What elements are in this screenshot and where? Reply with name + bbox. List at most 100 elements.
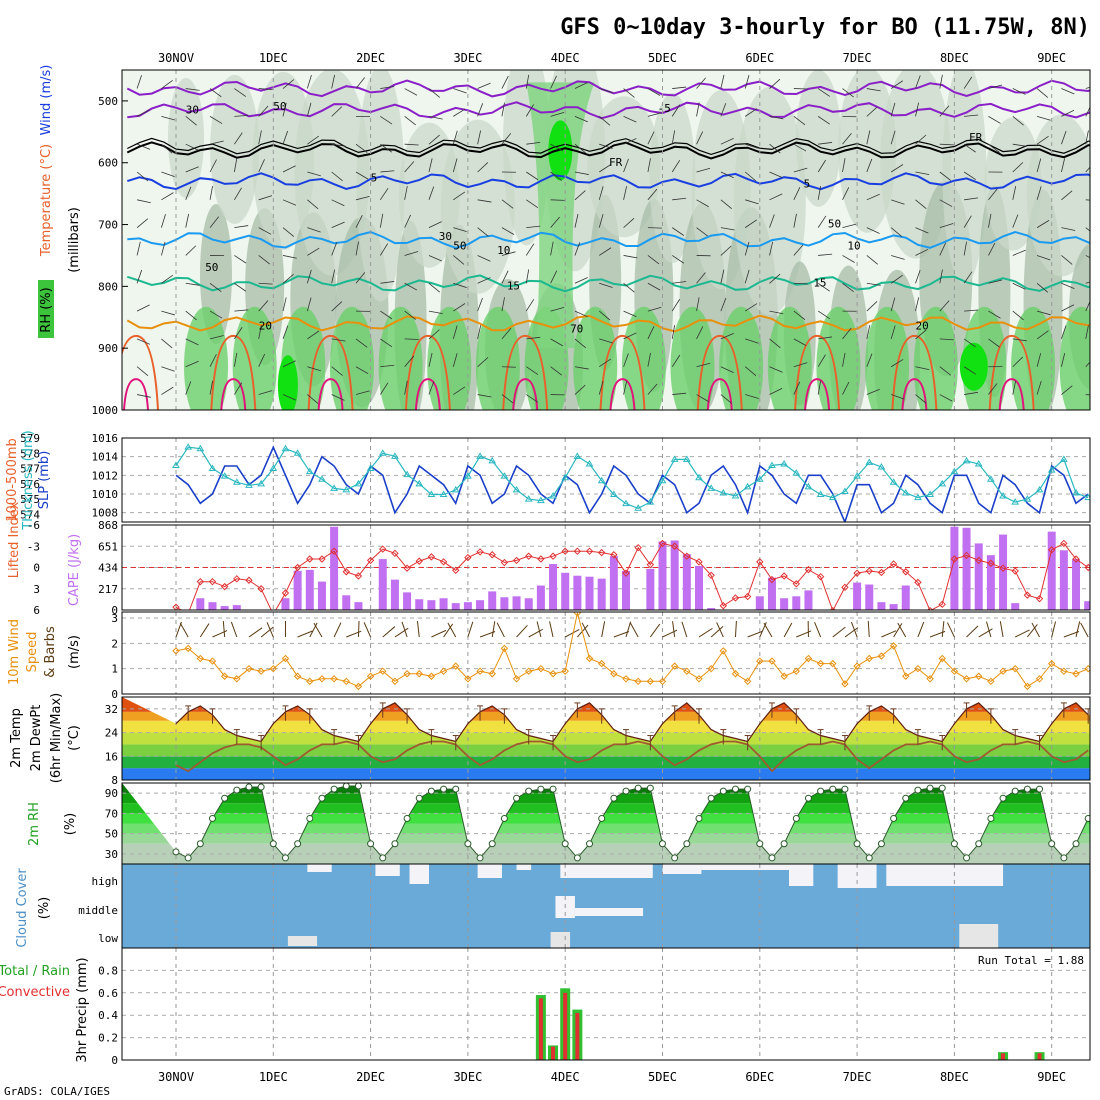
wind-barb bbox=[599, 338, 613, 344]
li-point bbox=[354, 572, 363, 580]
thickness-point bbox=[573, 452, 582, 459]
cloud-panel bbox=[122, 864, 1090, 948]
wind-barb bbox=[477, 130, 482, 145]
upper-air-panel bbox=[122, 70, 1090, 410]
li-point bbox=[756, 558, 764, 566]
li-point bbox=[366, 556, 375, 565]
wind-barb bbox=[647, 188, 658, 201]
wind-barb bbox=[477, 394, 492, 398]
li-point bbox=[476, 548, 484, 556]
date-top-1DEC: 1DEC bbox=[259, 51, 288, 65]
wind-barb bbox=[598, 116, 611, 126]
wind-barb bbox=[209, 216, 220, 228]
boundary-layer-isotherm-warm bbox=[609, 378, 636, 410]
li-point bbox=[914, 578, 922, 587]
wind-barb bbox=[769, 115, 784, 120]
temp-band bbox=[122, 756, 1090, 769]
cape-bar bbox=[670, 540, 679, 610]
wind-speed-point bbox=[889, 642, 898, 650]
wind-tick-1: 1 bbox=[111, 663, 118, 676]
cape-tick-651: 651 bbox=[98, 540, 118, 553]
contour-label: 5 bbox=[804, 177, 811, 190]
wind-barb bbox=[1085, 255, 1090, 259]
wind-barb bbox=[1061, 109, 1075, 117]
rh-point bbox=[1048, 840, 1056, 848]
rh-point bbox=[476, 854, 484, 862]
wind-barb bbox=[209, 159, 217, 173]
li-point bbox=[768, 575, 776, 584]
wind-barb-10m bbox=[747, 630, 763, 638]
date-top-30NOV: 30NOV bbox=[158, 51, 194, 65]
wind-barb bbox=[404, 380, 408, 395]
wind-speed-point bbox=[379, 667, 387, 675]
wind-barb bbox=[379, 243, 389, 256]
rh-point bbox=[622, 787, 630, 795]
thickness-point bbox=[366, 464, 375, 472]
cape-bar bbox=[755, 596, 764, 610]
li-point bbox=[245, 576, 253, 584]
wind-barb bbox=[963, 338, 976, 348]
wind-barb bbox=[647, 352, 651, 367]
wind-barb bbox=[306, 297, 312, 312]
wind-barb bbox=[501, 227, 515, 235]
wind-barb bbox=[307, 199, 319, 210]
wind-barb bbox=[453, 227, 467, 233]
rh-shading bbox=[733, 87, 806, 316]
rh-point bbox=[440, 785, 448, 793]
li-point bbox=[1011, 567, 1019, 575]
thickness-point bbox=[926, 490, 934, 498]
isotherm--5b bbox=[127, 101, 1090, 120]
li-point bbox=[391, 549, 399, 558]
precip-convective-bar bbox=[563, 992, 568, 1060]
wind-barb bbox=[647, 282, 661, 291]
thickness-point bbox=[524, 495, 533, 502]
li-point bbox=[208, 577, 217, 586]
rh-moist-shading bbox=[1059, 306, 1090, 410]
wind-barb-10m bbox=[199, 623, 210, 638]
li-point bbox=[658, 539, 667, 548]
wind-barb-10m bbox=[867, 620, 870, 638]
thickness-point bbox=[597, 476, 606, 484]
wind-barb-10m bbox=[986, 621, 992, 638]
wind-barb bbox=[233, 352, 238, 367]
wind-barb bbox=[890, 130, 896, 145]
rh-moist-shading bbox=[913, 306, 958, 410]
rh-moist-shading bbox=[232, 306, 277, 410]
wind-barb bbox=[671, 299, 681, 312]
wind-barb bbox=[258, 159, 265, 173]
li-point bbox=[634, 543, 642, 552]
wind-barb bbox=[185, 381, 192, 395]
thickness-point bbox=[196, 444, 205, 452]
wind-barb bbox=[404, 116, 416, 126]
wind-barb bbox=[963, 366, 977, 375]
wind-barb bbox=[696, 297, 700, 312]
cape-bar bbox=[999, 534, 1008, 610]
cape-bar bbox=[622, 570, 631, 610]
isotherm-fr-double bbox=[127, 137, 1090, 156]
cape-bar bbox=[451, 603, 460, 610]
isotherm-10 bbox=[127, 230, 1090, 249]
wind-barb bbox=[526, 336, 541, 340]
wind-speed-point bbox=[938, 654, 946, 663]
rh-shading bbox=[795, 70, 841, 207]
wind-barb-10m bbox=[443, 623, 454, 638]
wind-barb bbox=[526, 394, 539, 403]
wind-barb bbox=[428, 310, 443, 315]
wind-barb bbox=[282, 297, 287, 312]
ylabel-minmax: (6hr Min/Max) bbox=[49, 693, 64, 783]
isotherm-5 bbox=[127, 172, 1090, 191]
wind-barb bbox=[234, 132, 243, 145]
cape-bar bbox=[232, 605, 241, 610]
wind-barb bbox=[452, 325, 458, 340]
cloud-high-fill bbox=[788, 864, 814, 886]
wind-barb bbox=[477, 162, 489, 173]
wind-barb bbox=[745, 199, 759, 205]
wind-barb bbox=[623, 186, 628, 200]
wind-barb-10m bbox=[1080, 622, 1089, 638]
thickness-point bbox=[391, 452, 399, 459]
ylabel-temp-units: (°C) bbox=[67, 725, 82, 751]
precip-convective-bar bbox=[1037, 1053, 1042, 1060]
wind-barb bbox=[744, 219, 758, 228]
wind-barb bbox=[915, 329, 927, 340]
thickness-tick-576: 576 bbox=[20, 478, 40, 491]
